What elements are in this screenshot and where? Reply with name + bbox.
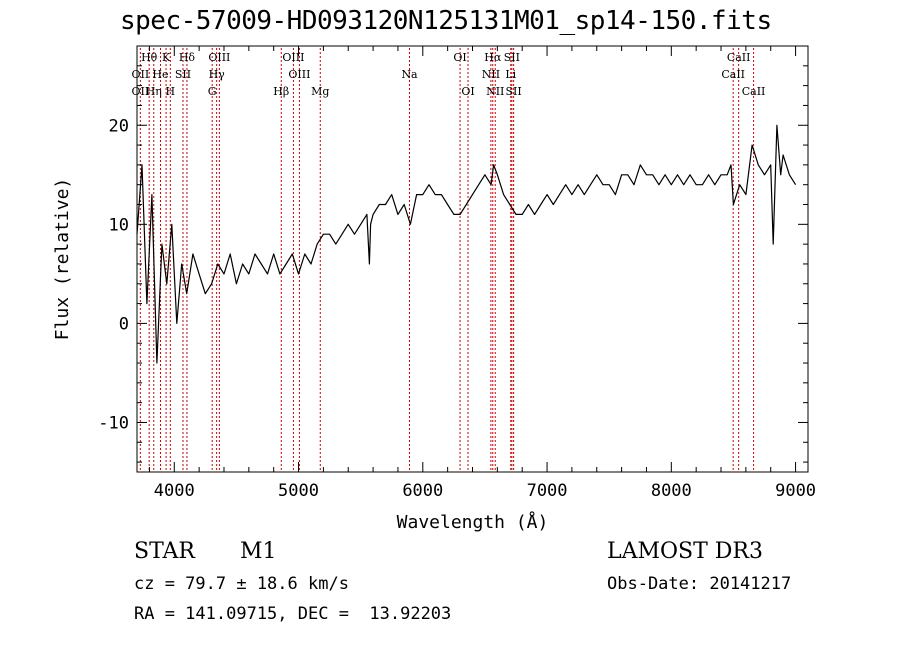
line-label-top: K xyxy=(162,51,171,64)
line-label-mid: CaII xyxy=(721,68,745,81)
y-tick-label: 20 xyxy=(109,116,129,136)
line-label-mid: OIII xyxy=(288,68,310,81)
line-label-top: OIII xyxy=(208,51,230,64)
line-label-mid: SII xyxy=(175,68,191,81)
line-label-bottom: G xyxy=(208,85,217,98)
line-label-bottom: Hβ xyxy=(273,85,289,98)
x-tick-label: 5000 xyxy=(278,481,319,501)
coordinates: RA = 141.09715, DEC = 13.92203 xyxy=(134,604,452,624)
x-tick-label: 7000 xyxy=(527,481,568,501)
line-label-bottom: OII xyxy=(131,85,149,98)
line-label-top: Hα xyxy=(484,51,502,64)
line-label-bottom: Mg xyxy=(311,85,329,98)
y-tick-label: 0 xyxy=(119,314,129,334)
line-label-bottom: SII xyxy=(506,85,522,98)
line-label-top: Hδ xyxy=(179,51,196,64)
y-axis-label: Flux (relative) xyxy=(52,178,73,341)
line-label-mid: NII xyxy=(482,68,500,81)
x-tick-label: 8000 xyxy=(651,481,692,501)
line-label-bottom: H xyxy=(166,85,176,98)
line-label-top: CaII xyxy=(727,51,751,64)
spectrum-line xyxy=(136,124,797,364)
x-tick-label: 9000 xyxy=(775,481,816,501)
line-label-bottom: NII xyxy=(486,85,504,98)
y-tick-label: 10 xyxy=(109,215,129,235)
survey-label: LAMOST DR3 xyxy=(607,539,763,564)
x-tick-label: 4000 xyxy=(154,481,195,501)
line-label-bottom: CaII xyxy=(742,85,766,98)
line-label-mid: OII xyxy=(131,68,149,81)
object-class: STAR xyxy=(134,539,195,564)
chart-title: spec-57009-HD093120N125131M01_sp14-150.f… xyxy=(120,6,772,36)
plot-frame xyxy=(136,45,809,473)
y-tick-label: -10 xyxy=(98,413,129,433)
line-label-top: OI xyxy=(453,51,466,64)
line-label-top: OIII xyxy=(282,51,304,64)
line-label-mid: He xyxy=(152,68,168,81)
line-label-mid: Na xyxy=(401,68,418,81)
redshift-cz: cz = 79.7 ± 18.6 km/s xyxy=(134,574,349,594)
line-label-bottom: OI xyxy=(461,85,474,98)
x-axis-label: Wavelength (Å) xyxy=(397,511,549,533)
line-label-top: Hθ xyxy=(141,51,158,64)
line-label-bottom: Hη xyxy=(146,85,162,98)
line-label-mid: Hγ xyxy=(209,68,226,81)
x-tick-label: 6000 xyxy=(402,481,443,501)
line-label-mid: Li xyxy=(505,68,516,81)
observation-date: Obs-Date: 20141217 xyxy=(607,574,792,594)
line-label-top: SII xyxy=(504,51,520,64)
object-subclass: M1 xyxy=(240,539,277,564)
